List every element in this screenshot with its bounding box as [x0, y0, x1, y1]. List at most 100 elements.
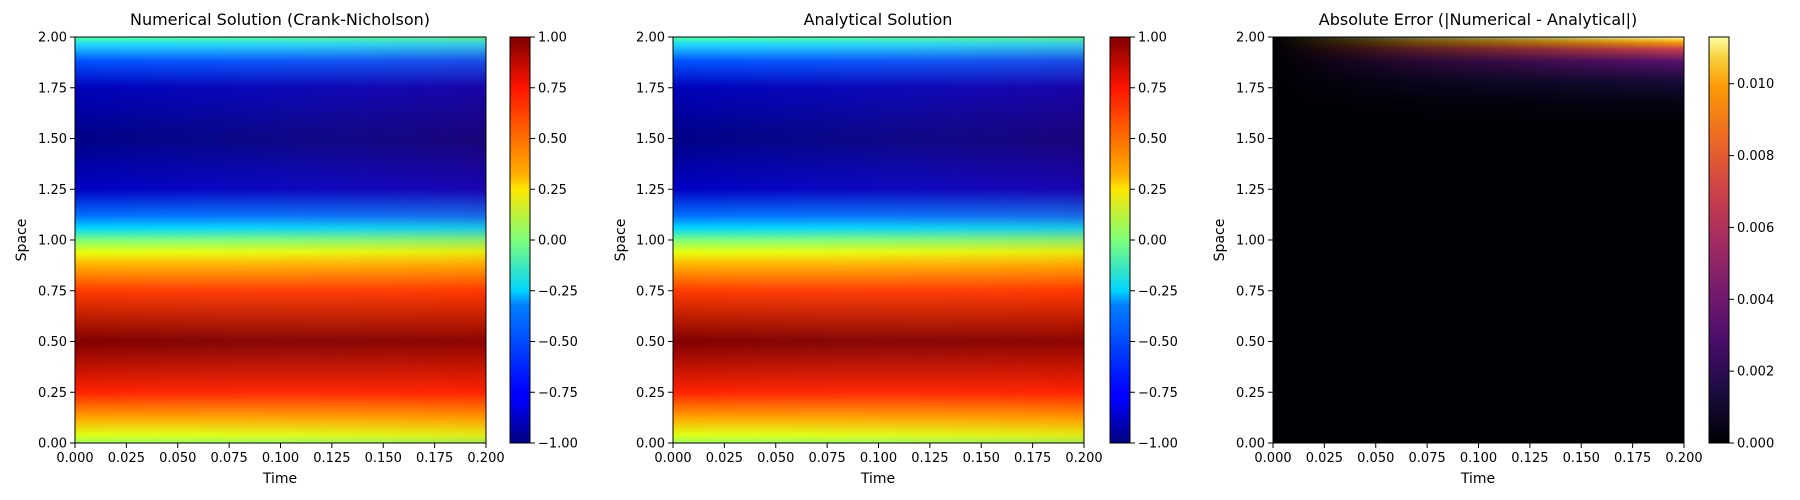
colorbar-tick-label: 0.25	[538, 183, 567, 198]
y-tick-label: 1.25	[1236, 183, 1265, 198]
y-tick-label: 0.25	[38, 386, 67, 401]
colorbar-tick-label: 0.00	[1138, 234, 1167, 249]
y-tick-label: 1.25	[38, 183, 67, 198]
colorbar-tick-label: 0.002	[1737, 365, 1774, 380]
x-tick-label: 0.125	[313, 451, 350, 466]
x-tick-label: 0.100	[860, 451, 897, 466]
y-tick-label: 0.50	[38, 335, 67, 350]
y-tick-label: 1.75	[1236, 81, 1265, 96]
x-tick-label: 0.000	[654, 451, 691, 466]
colorbar-axis: −1.00 −0.75 −0.50 −0.25 0.00 0.25 0.50 0.75 1.00	[530, 31, 578, 452]
y-axis: 0.00 0.25 0.50 0.75 1.00 1.25 1.50 1.75 2.00	[1236, 31, 1273, 452]
colorbar	[1708, 36, 1730, 444]
colorbar-tick-label: 0.004	[1737, 293, 1774, 308]
x-tick-label: 0.000	[56, 451, 93, 466]
y-tick-label: 1.00	[636, 234, 665, 249]
y-tick-label: 1.75	[636, 81, 665, 96]
colorbar	[509, 36, 531, 444]
colorbar-tick-label: 0.50	[1138, 132, 1167, 147]
colorbar-tick-label: 1.00	[538, 31, 567, 46]
x-axis-label: Time	[860, 471, 895, 487]
colorbar-tick-label: −1.00	[1138, 437, 1178, 452]
x-tick-label: 0.150	[963, 451, 1000, 466]
chart-title: Numerical Solution (Crank-Nicholson)	[130, 10, 430, 29]
y-tick-label: 0.50	[636, 335, 665, 350]
y-tick-label: 1.75	[38, 81, 67, 96]
x-tick-label: 0.000	[1254, 451, 1291, 466]
colorbar-axis: 0.000 0.002 0.004 0.006 0.008 0.010	[1729, 77, 1774, 452]
y-tick-label: 0.75	[636, 284, 665, 299]
x-tick-label: 0.050	[1357, 451, 1394, 466]
x-tick-label: 0.200	[1665, 451, 1702, 466]
x-tick-label: 0.050	[757, 451, 794, 466]
x-tick-label: 0.150	[1563, 451, 1600, 466]
x-tick-label: 0.100	[1460, 451, 1497, 466]
y-tick-label: 2.00	[1236, 31, 1265, 46]
panel-error: Absolute Error (|Numerical - Analytical|…	[1212, 10, 1774, 487]
y-tick-label: 0.00	[38, 437, 67, 452]
x-axis-label: Time	[262, 471, 297, 487]
y-axis: 0.00 0.25 0.50 0.75 1.00 1.25 1.50 1.75 2.00	[38, 31, 75, 452]
colorbar	[1109, 36, 1131, 444]
x-tick-label: 0.025	[706, 451, 743, 466]
x-axis: 0.000 0.025 0.050 0.075 0.100 0.125 0.150 0.175…	[1254, 443, 1703, 466]
decay-overlay	[75, 37, 486, 443]
colorbar-axis: −1.00 −0.75 −0.50 −0.25 0.00 0.25 0.50 0.75 1.00	[1130, 31, 1178, 452]
y-tick-label: 1.50	[636, 132, 665, 147]
chart-title: Absolute Error (|Numerical - Analytical|…	[1319, 10, 1638, 29]
x-axis-label: Time	[1460, 471, 1495, 487]
x-tick-label: 0.175	[416, 451, 453, 466]
colorbar-tick-label: −0.50	[1138, 335, 1178, 350]
y-tick-label: 0.50	[1236, 335, 1265, 350]
x-axis: 0.000 0.025 0.050 0.075 0.100 0.125 0.150 0.175…	[654, 443, 1103, 466]
y-axis: 0.00 0.25 0.50 0.75 1.00 1.25 1.50 1.75 2.00	[636, 31, 673, 452]
colorbar-tick-label: 0.25	[1138, 183, 1167, 198]
x-tick-label: 0.125	[1511, 451, 1548, 466]
y-tick-label: 0.25	[636, 386, 665, 401]
colorbar-tick-label: −0.50	[538, 335, 578, 350]
y-tick-label: 2.00	[38, 31, 67, 46]
y-tick-label: 1.00	[1236, 234, 1265, 249]
x-tick-label: 0.200	[1065, 451, 1102, 466]
x-tick-label: 0.175	[1014, 451, 1051, 466]
x-tick-label: 0.075	[211, 451, 248, 466]
y-tick-label: 0.75	[38, 284, 67, 299]
error-field-time	[1273, 37, 1684, 443]
colorbar-tick-label: −0.75	[538, 386, 578, 401]
y-tick-label: 1.50	[38, 132, 67, 147]
y-tick-label: 2.00	[636, 31, 665, 46]
x-tick-label: 0.075	[809, 451, 846, 466]
y-tick-label: 0.00	[636, 437, 665, 452]
colorbar-tick-label: 0.75	[1138, 81, 1167, 96]
colorbar-tick-label: 0.50	[538, 132, 567, 147]
colorbar-tick-label: −0.25	[538, 284, 578, 299]
y-tick-label: 0.25	[1236, 386, 1265, 401]
colorbar-tick-label: 1.00	[1138, 31, 1167, 46]
y-axis-label: Space	[1212, 219, 1228, 262]
x-tick-label: 0.025	[108, 451, 145, 466]
y-tick-label: 1.50	[1236, 132, 1265, 147]
y-tick-label: 0.00	[1236, 437, 1265, 452]
panel-analytical: Analytical Solution 0.000 0.025 0.050 0.075…	[613, 10, 1178, 487]
x-tick-label: 0.050	[159, 451, 196, 466]
colorbar-tick-label: 0.00	[538, 234, 567, 249]
x-tick-label: 0.125	[911, 451, 948, 466]
y-tick-label: 1.00	[38, 234, 67, 249]
colorbar-tick-label: 0.75	[538, 81, 567, 96]
x-tick-label: 0.100	[262, 451, 299, 466]
x-tick-label: 0.025	[1306, 451, 1343, 466]
colorbar-tick-label: 0.010	[1737, 77, 1774, 92]
x-tick-label: 0.200	[467, 451, 504, 466]
colorbar-tick-label: −0.75	[1138, 386, 1178, 401]
decay-overlay	[673, 37, 1084, 443]
y-tick-label: 0.75	[1236, 284, 1265, 299]
panel-numerical: Numerical Solution (Crank-Nicholson) 0.0…	[14, 10, 578, 487]
colorbar-tick-label: 0.000	[1737, 437, 1774, 452]
y-axis-label: Space	[14, 219, 30, 262]
colorbar-tick-label: −0.25	[1138, 284, 1178, 299]
y-axis-label: Space	[613, 219, 629, 262]
x-tick-label: 0.175	[1614, 451, 1651, 466]
chart-title: Analytical Solution	[804, 10, 953, 29]
colorbar-tick-label: −1.00	[538, 437, 578, 452]
